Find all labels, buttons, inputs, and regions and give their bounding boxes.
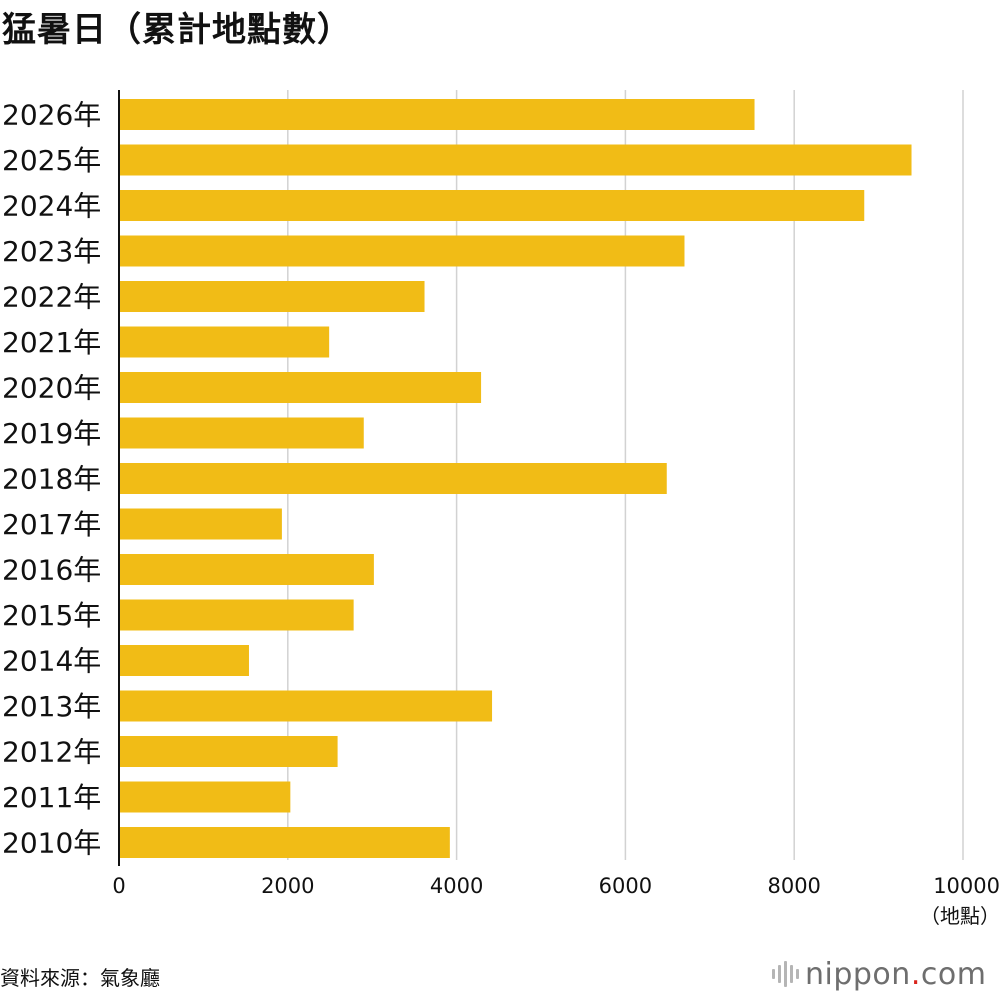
x-tick-label: 0 xyxy=(112,874,125,898)
category-label: 2010年 xyxy=(2,827,101,860)
category-label: 2013年 xyxy=(2,690,101,723)
nippon-logo-text: nippon.com xyxy=(805,956,987,992)
category-label: 2011年 xyxy=(2,781,101,814)
chart-title: 猛暑日（累計地點數） xyxy=(2,10,352,50)
x-tick-label: 8000 xyxy=(767,874,820,898)
bar-2022年 xyxy=(119,281,425,312)
category-label: 2015年 xyxy=(2,599,101,632)
category-label: 2014年 xyxy=(2,645,101,678)
bar-2021年 xyxy=(119,326,330,358)
bar-2012年 xyxy=(119,736,338,767)
x-axis-unit-label: （地點） xyxy=(920,904,1000,928)
category-label: 2021年 xyxy=(2,326,101,359)
bar-2013年 xyxy=(119,690,493,722)
bar-2023年 xyxy=(119,235,685,267)
category-label: 2026年 xyxy=(2,99,101,132)
nippon-logo-icon xyxy=(772,961,799,987)
category-label: 2024年 xyxy=(2,190,101,223)
category-label: 2019年 xyxy=(2,417,101,450)
category-label: 2018年 xyxy=(2,463,101,496)
bar-2020年 xyxy=(119,372,482,403)
category-label: 2025年 xyxy=(2,144,101,177)
category-label: 2020年 xyxy=(2,372,101,405)
x-tick-label: 10000 xyxy=(933,874,1000,898)
bars xyxy=(119,99,912,858)
bar-2024年 xyxy=(119,190,865,221)
bar-2010年 xyxy=(119,827,450,858)
bar-2019年 xyxy=(119,417,364,449)
bar-2011年 xyxy=(119,781,291,813)
bar-2015年 xyxy=(119,599,354,631)
bar-2026年 xyxy=(119,99,755,130)
category-labels: 2026年 2025年 2024年 2023年 2022年 2021年 2020年 2019年… xyxy=(2,99,101,860)
x-tick-label: 4000 xyxy=(430,874,483,898)
source-note: 資料來源：氣象廳 xyxy=(0,966,160,990)
category-label: 2022年 xyxy=(2,281,101,314)
category-label: 2016年 xyxy=(2,554,101,587)
bar-2018年 xyxy=(119,463,667,494)
x-tick-label: 2000 xyxy=(261,874,314,898)
category-label: 2023年 xyxy=(2,235,101,268)
x-tick-labels: 0 2000 4000 6000 8000 10000 xyxy=(112,874,1000,898)
x-tick-label: 6000 xyxy=(599,874,652,898)
bar-2017年 xyxy=(119,508,282,540)
bar-2025年 xyxy=(119,144,912,176)
nippon-logo: nippon.com xyxy=(772,954,986,994)
bar-2016年 xyxy=(119,554,374,585)
bar-chart: 2026年 2025年 2024年 2023年 2022年 2021年 2020年 2019年… xyxy=(2,90,1000,928)
bar-2014年 xyxy=(119,645,249,676)
category-label: 2017年 xyxy=(2,508,101,541)
category-label: 2012年 xyxy=(2,736,101,769)
